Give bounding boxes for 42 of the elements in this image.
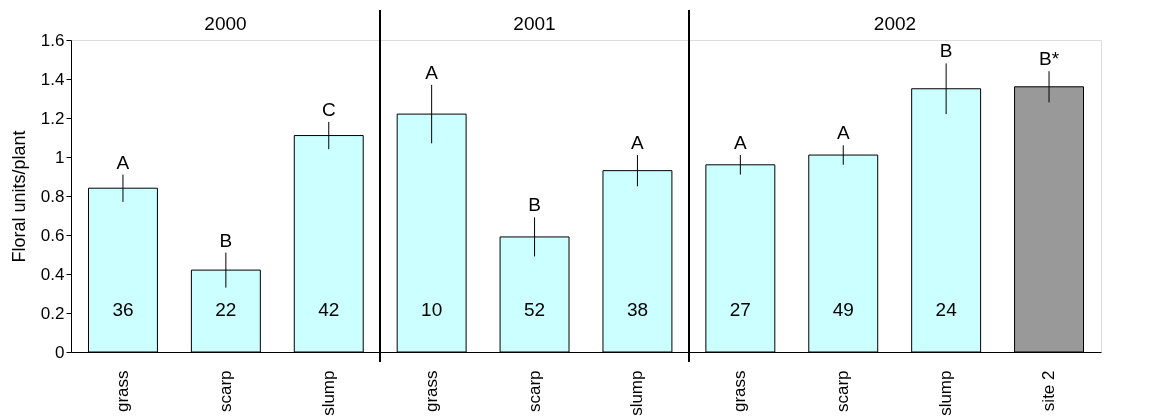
annotation: 49 bbox=[832, 299, 854, 320]
x-tick-label: slump bbox=[627, 370, 647, 416]
annotation: A bbox=[836, 122, 850, 144]
annotation: 42 bbox=[318, 299, 340, 320]
x-tick-label: grass bbox=[112, 370, 132, 413]
y-tick-label: 0.2 bbox=[40, 303, 65, 323]
annotation: A bbox=[631, 132, 645, 154]
annotation: B bbox=[219, 229, 233, 251]
x-tick-label: scarp bbox=[833, 370, 853, 413]
annotation: A bbox=[116, 151, 130, 173]
x-tick-label: slump bbox=[318, 370, 338, 416]
annotation: 38 bbox=[626, 299, 649, 320]
x-tick-label: scarp bbox=[215, 370, 235, 413]
y-tick-label: 1.2 bbox=[40, 108, 65, 128]
annotation: 27 bbox=[729, 299, 751, 320]
x-tick-label: site 2 bbox=[1039, 370, 1059, 412]
text: 2002 bbox=[873, 13, 917, 34]
annotation: 52 bbox=[523, 299, 546, 320]
annotation: 24 bbox=[935, 299, 958, 320]
annotation: 10 bbox=[421, 299, 443, 320]
y-tick-label: 0.4 bbox=[40, 264, 65, 284]
x-tick-label: grass bbox=[421, 370, 441, 413]
x-tick-label: scarp bbox=[524, 370, 544, 413]
y-axis-title: Floral units/plant bbox=[8, 130, 29, 263]
annotation: C bbox=[321, 98, 336, 120]
x-tick-label: grass bbox=[730, 370, 750, 413]
y-tick-label: 1.4 bbox=[40, 69, 65, 89]
y-tick-label: 0.6 bbox=[40, 225, 65, 245]
annotation: A bbox=[425, 61, 439, 83]
x-tick-label: slump bbox=[936, 370, 956, 416]
annotation: 36 bbox=[112, 299, 134, 320]
annotation: B bbox=[528, 194, 541, 216]
text: 2001 bbox=[513, 13, 556, 34]
y-tick-label: 0.8 bbox=[40, 186, 65, 206]
y-tick-label: 1 bbox=[55, 147, 65, 167]
annotation: 22 bbox=[215, 299, 237, 320]
annotation: B* bbox=[1039, 48, 1060, 70]
annotation: B bbox=[939, 40, 953, 62]
y-tick-label: 1.6 bbox=[40, 30, 65, 50]
annotation: A bbox=[734, 132, 747, 154]
text: 2000 bbox=[204, 13, 247, 34]
y-tick-label: 0 bbox=[55, 342, 65, 362]
